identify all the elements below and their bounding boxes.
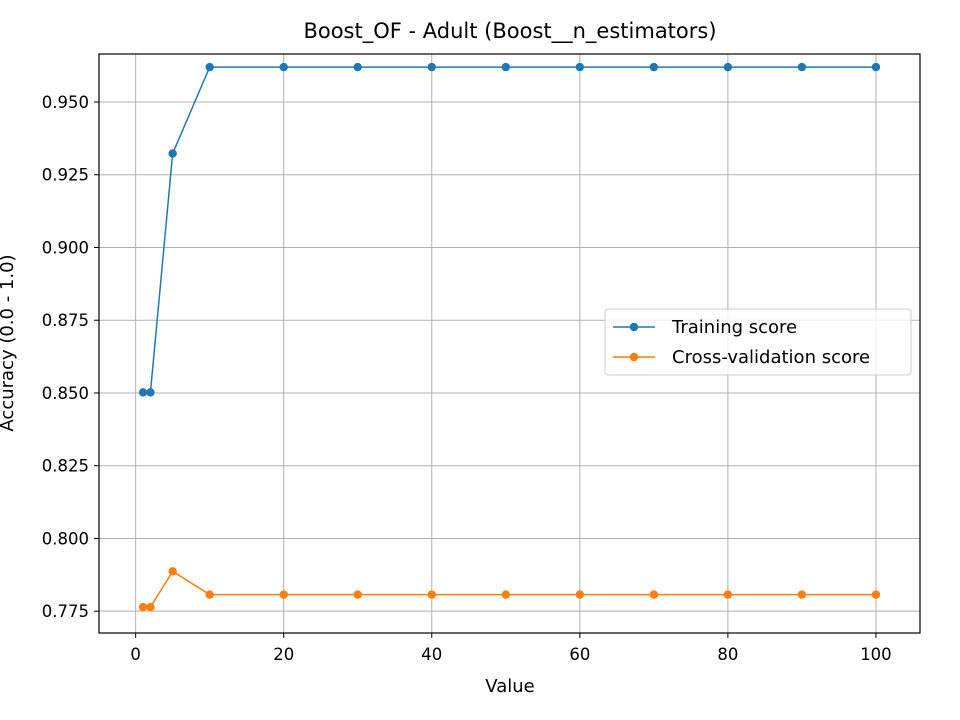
data-point [797, 62, 807, 72]
x-tick-label: 100 [860, 645, 892, 664]
legend-entry: Training score [613, 317, 797, 338]
data-point [146, 602, 155, 612]
legend-label: Cross-validation score [672, 347, 870, 368]
data-point [575, 590, 585, 599]
data-point [146, 388, 155, 397]
y-tick-label: 0.925 [42, 166, 89, 185]
data-point [871, 590, 881, 599]
data-point [649, 62, 659, 72]
data-point [427, 62, 436, 72]
axis-ticks: 0 20 40 60 80 100 0.775 0.800 0.825 0.850 0.875 0.9… [42, 93, 892, 664]
legend-label: Training score [671, 317, 797, 338]
series-layer [138, 62, 881, 612]
data-point [649, 590, 659, 599]
data-point [501, 590, 510, 599]
plot-frame [98, 53, 921, 634]
data-point [427, 590, 436, 599]
y-tick-label: 0.800 [42, 529, 89, 548]
y-axis-label: Accuracy (0.0 - 1.0) [0, 254, 18, 431]
y-tick-label: 0.875 [42, 311, 89, 330]
y-tick-label: 0.900 [42, 238, 89, 257]
data-point [279, 590, 288, 599]
x-tick-label: 20 [273, 645, 294, 664]
legend-entry: Cross-validation score [613, 347, 870, 368]
data-point [575, 62, 585, 72]
data-point [353, 590, 362, 599]
y-tick-label: 0.775 [42, 602, 89, 621]
series-0 [138, 62, 881, 397]
data-point [168, 149, 177, 158]
data-point [138, 602, 148, 612]
legend-box [604, 308, 912, 376]
data-point [205, 62, 214, 72]
legend-marker [629, 352, 639, 362]
data-point [205, 590, 214, 599]
chart-title: Boost_OF - Adult (Boost__n_estimators) [303, 19, 716, 44]
series-1 [138, 567, 881, 612]
data-point [871, 62, 881, 72]
x-tick-label: 40 [421, 645, 442, 664]
data-point [797, 590, 807, 599]
data-point [138, 388, 148, 397]
x-tick-label: 80 [717, 645, 738, 664]
y-tick-label: 0.850 [42, 384, 89, 403]
data-point [723, 62, 733, 72]
data-point [723, 590, 733, 599]
data-point [168, 567, 177, 576]
x-tick-label: 0 [130, 645, 141, 664]
data-point [279, 62, 288, 72]
legend-marker [629, 322, 639, 332]
legend: Training score Cross-validation score [604, 308, 912, 376]
x-tick-label: 60 [569, 645, 590, 664]
y-tick-label: 0.950 [42, 93, 89, 112]
data-point [501, 62, 510, 72]
data-point [353, 62, 362, 72]
y-tick-label: 0.825 [42, 457, 89, 476]
x-axis-label: Value [485, 676, 534, 697]
